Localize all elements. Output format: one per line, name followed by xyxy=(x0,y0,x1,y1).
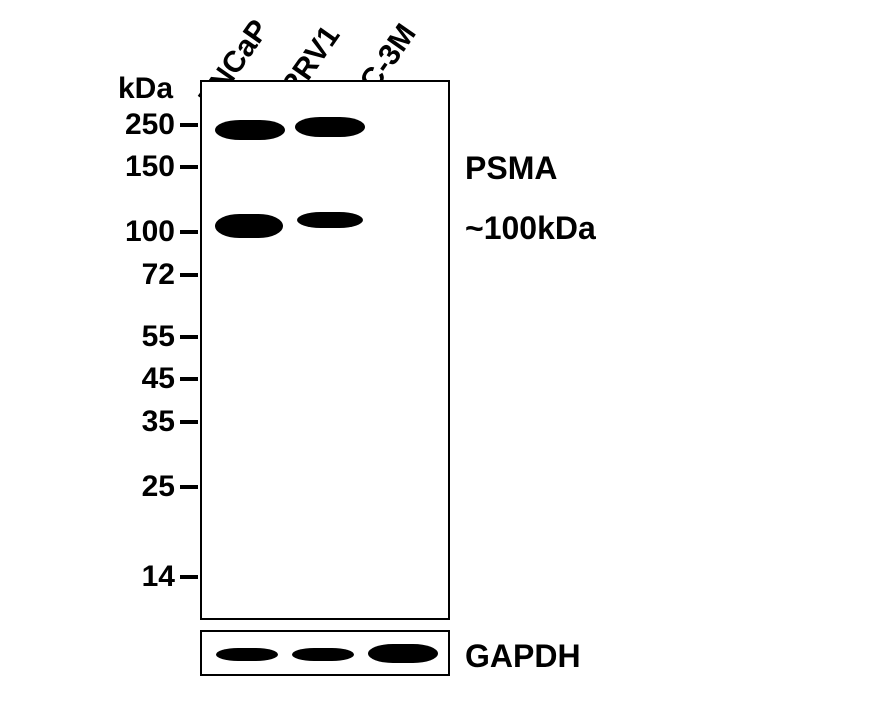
mw-tick xyxy=(180,485,198,489)
gapdh-band xyxy=(216,648,278,661)
mw-tick xyxy=(180,273,198,277)
mw-label: 35 xyxy=(142,405,175,439)
gapdh-band xyxy=(368,644,438,663)
mw-tick xyxy=(180,230,198,234)
mw-tick xyxy=(180,377,198,381)
mw-label: 150 xyxy=(125,150,175,184)
mw-label: 250 xyxy=(125,108,175,142)
mw-label: 14 xyxy=(142,560,175,594)
mw-tick xyxy=(180,165,198,169)
right-label: GAPDH xyxy=(465,638,581,675)
right-label: PSMA xyxy=(465,150,557,187)
psma-upper-band xyxy=(295,117,365,137)
mw-label: 55 xyxy=(142,320,175,354)
psma-lower-band xyxy=(215,214,283,238)
psma-upper-band xyxy=(215,120,285,140)
mw-label: 72 xyxy=(142,258,175,292)
psma-lower-band xyxy=(297,212,363,228)
mw-tick xyxy=(180,420,198,424)
mw-label: 45 xyxy=(142,362,175,396)
mw-label: 100 xyxy=(125,215,175,249)
kda-header: kDa xyxy=(118,72,173,106)
mw-label: 25 xyxy=(142,470,175,504)
mw-tick xyxy=(180,335,198,339)
mw-tick xyxy=(180,575,198,579)
gapdh-band xyxy=(292,648,354,661)
right-label: ~100kDa xyxy=(465,210,596,247)
mw-tick xyxy=(180,123,198,127)
western-blot-figure: kDa LNCaP22RV1PC-3M 25015010072554535251… xyxy=(0,0,888,711)
main-blot-box xyxy=(200,80,450,620)
